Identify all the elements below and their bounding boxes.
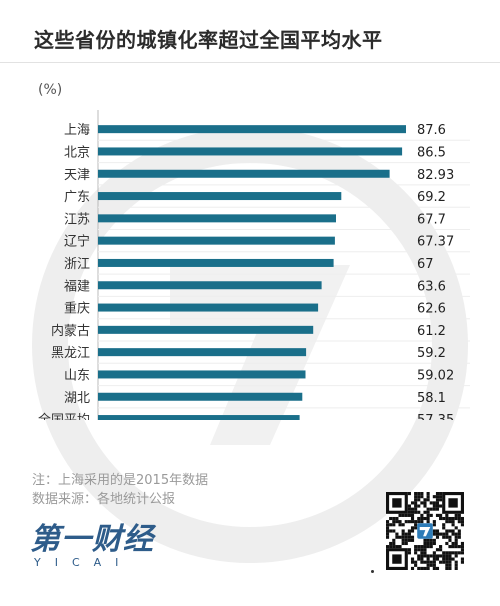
value-label: 57.35 bbox=[417, 413, 454, 420]
value-label: 67.7 bbox=[417, 212, 446, 227]
value-label: 67.37 bbox=[417, 235, 454, 250]
category-label: 福建 bbox=[64, 279, 90, 294]
category-label: 全国平均 bbox=[38, 412, 90, 420]
bar-3 bbox=[98, 169, 390, 178]
bar-12 bbox=[98, 370, 306, 379]
logo-english: YICAI bbox=[34, 556, 133, 569]
value-label: 59.02 bbox=[417, 368, 454, 383]
bar-chart: 上海 87.6 北京 86.5 天津 82.93 广东 69.2 江苏 67.7 辽宁 67.37 浙江… bbox=[38, 110, 470, 420]
chart-title: 这些省份的城镇化率超过全国平均水平 bbox=[34, 28, 383, 52]
category-label: 浙江 bbox=[64, 257, 90, 272]
decorative-dot bbox=[371, 570, 374, 573]
category-label: 上海 bbox=[64, 123, 90, 138]
bar-14 bbox=[98, 415, 300, 420]
value-label: 61.2 bbox=[417, 324, 446, 339]
bar-13 bbox=[98, 392, 303, 401]
value-label: 82.93 bbox=[417, 168, 454, 183]
bar-6 bbox=[98, 236, 335, 245]
value-label: 59.2 bbox=[417, 346, 446, 361]
category-label: 北京 bbox=[64, 145, 90, 160]
qr-code-icon[interactable] bbox=[386, 492, 464, 570]
value-label: 86.5 bbox=[417, 145, 446, 160]
value-label: 69.2 bbox=[417, 190, 446, 205]
value-label: 87.6 bbox=[417, 123, 446, 138]
category-label: 湖北 bbox=[64, 391, 90, 406]
bar-10 bbox=[98, 325, 314, 334]
category-label: 辽宁 bbox=[64, 234, 90, 250]
logo-chinese: 第一财经 bbox=[30, 522, 154, 557]
title-divider bbox=[0, 62, 500, 63]
bar-5 bbox=[98, 214, 336, 223]
footnote-source: 数据来源：各地统计公报 bbox=[32, 492, 176, 507]
bar-7 bbox=[98, 258, 334, 267]
bar-1 bbox=[98, 125, 406, 134]
category-label: 内蒙古 bbox=[51, 323, 90, 339]
yicai-logo: 第一财经 YICAI bbox=[30, 514, 190, 576]
unit-label: (%) bbox=[38, 82, 63, 98]
value-label: 58.1 bbox=[417, 391, 446, 406]
bar-9 bbox=[98, 303, 319, 312]
bar-11 bbox=[98, 348, 307, 357]
bar-4 bbox=[98, 192, 342, 201]
category-label: 江苏 bbox=[64, 211, 90, 227]
value-label: 67 bbox=[417, 257, 434, 272]
bar-8 bbox=[98, 281, 322, 290]
category-label: 山东 bbox=[64, 368, 90, 383]
category-label: 重庆 bbox=[64, 301, 90, 317]
category-label: 黑龙江 bbox=[51, 346, 90, 361]
footnotes: 注：上海采用的是2015年数据 数据来源：各地统计公报 bbox=[32, 471, 208, 509]
value-label: 63.6 bbox=[417, 279, 446, 294]
footnote-shanghai: 注：上海采用的是2015年数据 bbox=[32, 473, 209, 488]
value-label: 62.6 bbox=[417, 302, 446, 317]
category-label: 广东 bbox=[64, 190, 90, 205]
category-label: 天津 bbox=[64, 168, 90, 183]
bar-2 bbox=[98, 147, 403, 156]
